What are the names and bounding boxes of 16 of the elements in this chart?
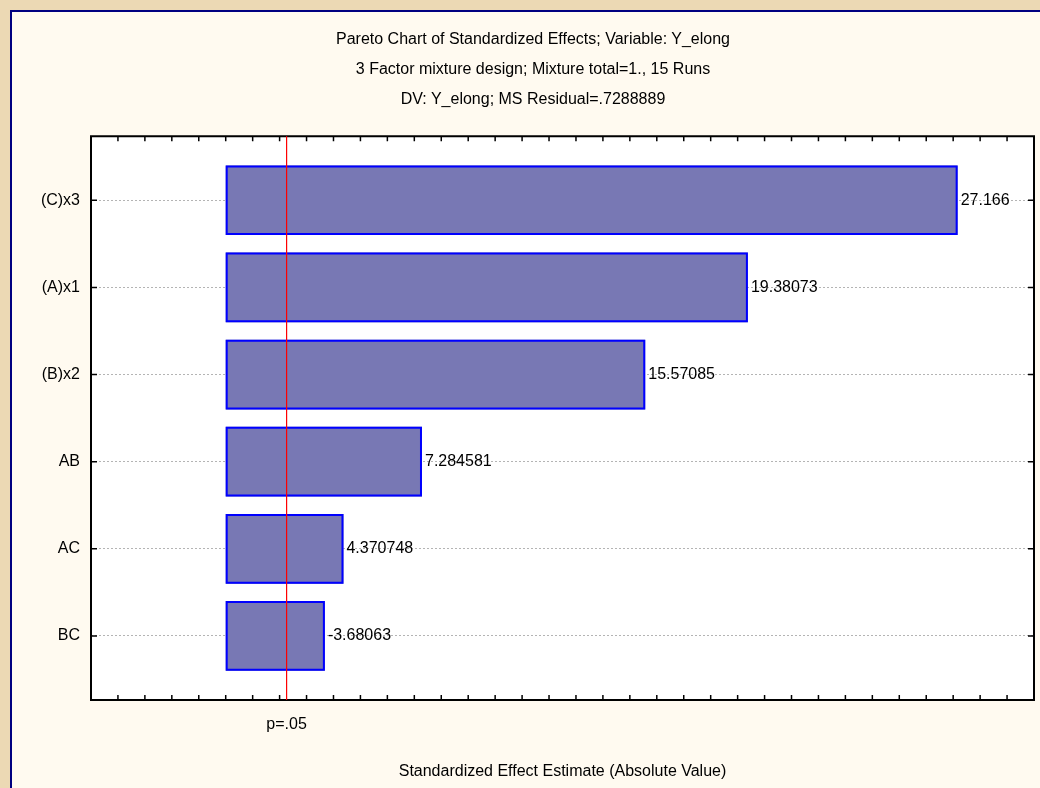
data-label: 27.166 xyxy=(960,190,1010,208)
y-tick-label: (B)x2 xyxy=(41,364,81,382)
data-label: 7.284581 xyxy=(424,452,492,470)
data-label: 15.57085 xyxy=(648,364,716,382)
ref-line-label: p=.05 xyxy=(266,715,307,733)
x-axis-title: Standardized Effect Estimate (Absolute Value) xyxy=(398,761,727,779)
y-tick-label: (A)x1 xyxy=(41,277,81,295)
chart-subtitle: 3 Factor mixture design; Mixture total=1., 15 Runs DV: Y_elong; MS Residual=.7288889 xyxy=(355,59,711,108)
data-label: 4.370748 xyxy=(346,539,414,557)
annotation: -3.68063 xyxy=(327,626,392,644)
y-tick-label: AB xyxy=(58,452,80,470)
y-tick-label: (C)x3 xyxy=(40,190,81,208)
chart-title: Pareto Chart of Standardized Effects; Variable: Y_elong xyxy=(335,30,731,49)
y-tick-label: BC xyxy=(57,626,80,644)
data-label: 19.38073 xyxy=(750,277,818,295)
y-tick-label: AC xyxy=(57,539,80,557)
